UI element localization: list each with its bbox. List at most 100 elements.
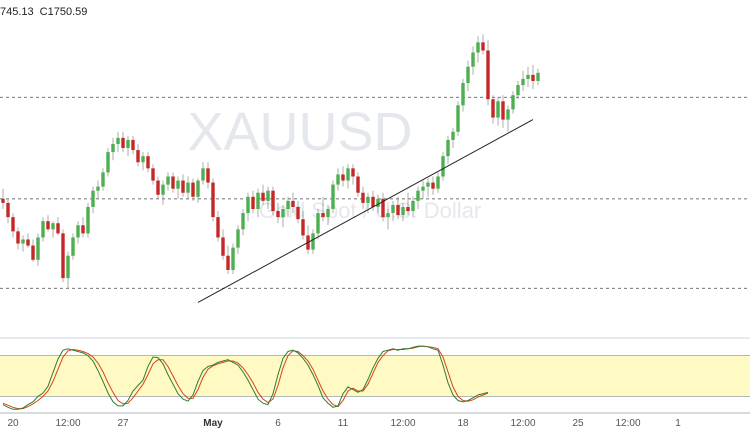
candle-bear (381, 198, 385, 218)
candle-bear (26, 239, 30, 246)
candle-bear (6, 202, 10, 218)
candle-bull (311, 233, 315, 250)
candle-bull (536, 72, 540, 81)
candle-bear (481, 42, 485, 51)
candle-bear (341, 174, 345, 181)
candle-bear (251, 196, 255, 209)
candle-bull (316, 213, 320, 234)
time-axis-tick-label: 11 (338, 418, 349, 429)
candle-bull (496, 101, 500, 118)
candle-bull (126, 139, 130, 149)
candle-bull (116, 137, 120, 144)
candle-bull (506, 109, 510, 120)
candle-bull (471, 52, 475, 67)
time-axis-tick-label: 12:00 (510, 418, 535, 429)
time-axis-tick-label: 27 (117, 418, 129, 429)
candle-bear (431, 182, 435, 189)
candle-bull (411, 200, 415, 212)
candle-bear (131, 139, 135, 151)
candle-bear (491, 99, 495, 118)
candle-bull (236, 229, 240, 248)
candle-bull (391, 204, 395, 214)
candle-bull (456, 105, 460, 132)
symbol-watermark: XAUUSD Gold Spot / U.S. Dollar (187, 102, 481, 223)
candle-bear (206, 168, 210, 183)
stochastic-k-line (2, 345, 489, 410)
time-axis-tick-label: 12:00 (55, 418, 80, 429)
candle-bull (141, 156, 145, 163)
time-axis-tick-label: 1 (675, 418, 681, 429)
candle-bear (81, 225, 85, 234)
candle-bear (191, 182, 195, 197)
candle-bull (366, 196, 370, 203)
candle-bear (211, 182, 215, 218)
ohlc-readout: 745.13 C1750.59 (0, 6, 93, 18)
time-axis-tick-label: May (203, 418, 223, 429)
candle-bear (276, 211, 280, 218)
stochastic-panel (0, 345, 750, 410)
candle-bear (271, 190, 275, 212)
candle-bear (356, 176, 360, 193)
candle-bull (76, 225, 80, 238)
candle-bull (106, 152, 110, 173)
candle-bull (51, 223, 55, 230)
candle-bull (86, 206, 90, 234)
candle-bull (111, 143, 115, 153)
time-axis-tick-label: 6 (275, 418, 281, 429)
candle-bull (286, 200, 290, 209)
candlesticks (1, 34, 540, 289)
candle-bull (466, 66, 470, 83)
candle-bear (216, 217, 220, 238)
candle-bear (31, 245, 35, 260)
candle-bear (291, 200, 295, 207)
candle-bear (531, 74, 535, 81)
candle-bull (36, 237, 40, 260)
candle-bull (421, 186, 425, 191)
candle-bull (41, 221, 45, 238)
candle-bull (426, 182, 430, 187)
candle-bull (526, 74, 530, 79)
time-axis-tick-label: 20 (7, 418, 19, 429)
candle-bull (21, 239, 25, 244)
candle-bear (121, 137, 125, 149)
candle-bear (146, 156, 150, 169)
trendline-layer[interactable] (197, 119, 534, 303)
candle-bull (241, 213, 245, 230)
candle-bull (336, 174, 340, 185)
candle-bull (346, 168, 350, 181)
ohlc-close-value: C1750.59 (39, 6, 88, 18)
watermark-symbol: XAUUSD (187, 102, 412, 162)
candle-bear (61, 233, 65, 279)
candle-bear (371, 196, 375, 207)
time-axis-tick-label: 12:00 (390, 418, 415, 429)
ohlc-partial-value: 745.13 (0, 6, 34, 18)
candle-bull (326, 209, 330, 218)
candle-bear (226, 255, 230, 270)
candle-bull (461, 83, 465, 106)
candle-bear (301, 219, 305, 236)
candle-bull (516, 85, 520, 96)
candle-bull (176, 180, 180, 189)
candle-bull (96, 186, 100, 191)
candle-bull (376, 198, 380, 207)
candle-bear (1, 198, 5, 203)
candle-bear (156, 180, 160, 195)
candle-bull (416, 190, 420, 201)
candle-bear (16, 231, 20, 244)
candle-bull (256, 192, 260, 209)
candle-bull (451, 131, 455, 140)
candle-bear (136, 150, 140, 163)
candle-bear (46, 221, 50, 230)
candle-bull (246, 196, 250, 214)
candle-bear (181, 180, 185, 193)
candle-bull (281, 209, 285, 218)
candle-bull (71, 237, 75, 256)
support-trendline (197, 119, 534, 303)
candle-bull (161, 184, 165, 195)
candle-bull (511, 95, 515, 110)
candle-bull (521, 78, 525, 86)
candle-bear (321, 213, 325, 218)
candle-bull (436, 176, 440, 189)
time-axis-tick-label: 18 (457, 418, 469, 429)
